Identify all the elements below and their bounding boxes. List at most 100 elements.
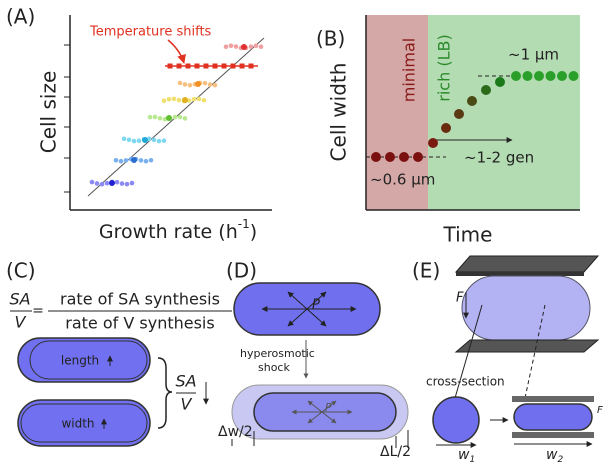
panel-d: (D) P hyperosmotic shock P Δw/2 ΔL/2	[218, 259, 411, 461]
pressure: P	[325, 401, 332, 414]
schematic-dot	[139, 158, 144, 163]
schematic-dot	[172, 97, 177, 102]
schematic-dot	[137, 139, 142, 144]
schematic-dot	[95, 181, 100, 186]
schematic-dot	[131, 157, 137, 163]
schematic-dot	[213, 83, 218, 88]
schematic-dot	[125, 182, 130, 187]
annotation: shock	[258, 361, 290, 374]
figure: (A) Temperature shifts Cell size Growth …	[0, 0, 604, 462]
schematic-dot	[234, 44, 239, 49]
text: w	[546, 447, 558, 462]
schematic-dot	[441, 123, 451, 133]
schematic-dot	[114, 158, 119, 163]
schematic-dot	[183, 116, 188, 121]
annotation: ~1 μm	[508, 46, 559, 64]
schematic-dot	[162, 138, 167, 143]
width-label: w2	[546, 447, 563, 462]
numerator: rate of SA synthesis	[60, 290, 220, 309]
schematic-dot	[204, 64, 209, 69]
x-axis-label: Time	[443, 223, 493, 247]
ratio: V	[15, 313, 27, 332]
schematic-dot	[192, 97, 197, 102]
schematic-dot	[157, 139, 162, 144]
schematic-dot	[254, 44, 259, 49]
schematic-dot	[167, 97, 172, 102]
schematic-dot	[399, 152, 409, 162]
schematic-dot	[213, 64, 218, 69]
region-label: rich (LB)	[435, 34, 454, 101]
schematic-dot	[168, 64, 173, 69]
schematic-dot	[467, 96, 477, 106]
schematic-dot	[166, 115, 172, 121]
schematic-dot	[152, 138, 157, 143]
schematic-dot	[454, 109, 464, 119]
schematic-dot	[153, 115, 158, 120]
schematic-dot	[224, 44, 229, 49]
schematic-dot	[100, 182, 105, 187]
schematic-dot	[122, 137, 127, 142]
schematic-dot	[173, 115, 178, 120]
text: w	[458, 447, 470, 462]
schematic-dot	[182, 97, 188, 103]
schematic-dot	[109, 180, 115, 186]
schematic-dot	[162, 98, 167, 103]
schematic-dot	[178, 115, 183, 120]
schematic-dot	[371, 152, 381, 162]
schematic-dot	[124, 158, 129, 163]
annotation: cross-section	[426, 375, 505, 389]
schematic-dot	[149, 158, 154, 163]
schematic-dot	[203, 81, 208, 86]
text: -1	[238, 217, 250, 231]
panel-e: (E) F cross-section F w1 w2	[412, 256, 603, 462]
panel-label: (A)	[6, 5, 35, 29]
schematic-dot	[413, 152, 423, 162]
schematic-dot	[557, 71, 567, 81]
schematic-dot	[195, 64, 200, 69]
schematic-dot	[177, 64, 182, 69]
schematic-dot	[495, 77, 505, 87]
y-axis-label: Cell size	[37, 71, 61, 154]
schematic-dot	[481, 85, 491, 95]
force: F	[456, 291, 464, 306]
schematic-dot	[249, 64, 254, 69]
schematic-dot	[177, 98, 182, 103]
annotation: Δw/2	[218, 424, 253, 440]
schematic-dot	[188, 83, 193, 88]
annotation: ~0.6 μm	[370, 171, 435, 189]
schematic-dot	[523, 71, 533, 81]
schematic-dot	[202, 98, 207, 103]
width-label: w1	[458, 447, 475, 462]
schematic-dot	[105, 181, 110, 186]
schematic-dot	[197, 97, 202, 102]
text: 2	[557, 455, 563, 462]
pressure: P	[312, 298, 320, 313]
text: )	[250, 221, 257, 243]
schematic-dot	[208, 82, 213, 87]
panel-label: (B)	[316, 27, 345, 51]
panel-a: (A) Temperature shifts Cell size Growth …	[6, 5, 272, 243]
schematic-dot	[178, 81, 183, 86]
schematic-dot	[130, 181, 135, 186]
panel-c: (C) SA V = rate of SA synthesis rate of …	[6, 259, 232, 447]
schematic-dot	[546, 71, 556, 81]
schematic-dot	[240, 64, 245, 69]
schematic-dot	[142, 137, 148, 143]
schematic-dot	[90, 180, 95, 185]
y-axis-label: Cell width	[327, 63, 351, 162]
cell-label: length	[61, 354, 99, 368]
schematic-dot	[534, 71, 544, 81]
schematic-dot	[148, 115, 153, 120]
annotation: ~1-2 gen	[464, 149, 534, 167]
schematic-dot	[120, 181, 125, 186]
schematic-dot	[132, 139, 137, 144]
text: Growth rate (h	[99, 221, 238, 243]
schematic-dot	[222, 64, 227, 69]
schematic-dot	[127, 137, 132, 142]
schematic-dot	[428, 138, 438, 148]
ratio: V	[181, 395, 193, 414]
schematic-dot	[241, 44, 247, 50]
region-label: minimal	[400, 38, 419, 102]
equals: =	[32, 303, 44, 319]
schematic-dot	[229, 44, 234, 49]
